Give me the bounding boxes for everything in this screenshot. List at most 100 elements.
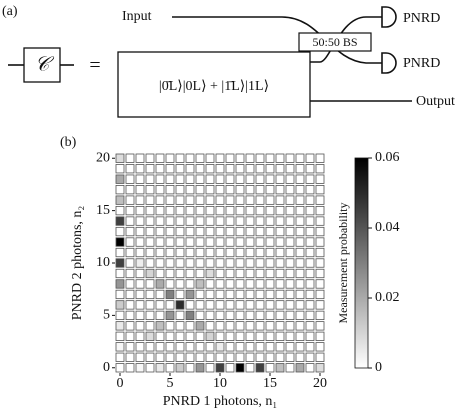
heatmap-cell — [315, 268, 325, 279]
heatmap-cell — [205, 153, 215, 163]
heatmap-cell — [225, 153, 235, 163]
heatmap-cell — [265, 289, 275, 300]
heatmap-cell — [125, 310, 135, 321]
heatmap-cell — [305, 174, 315, 184]
heatmap-cell — [235, 153, 245, 163]
state-box — [117, 51, 311, 118]
equals-sign: = — [89, 55, 100, 77]
heatmap-cell — [155, 331, 165, 341]
heatmap-cell — [285, 321, 295, 331]
heatmap-cell — [165, 258, 175, 268]
heatmap-cell — [205, 237, 215, 247]
heatmap-cell — [125, 185, 135, 195]
heatmap-cell — [265, 363, 275, 373]
heatmap-cell — [215, 226, 225, 237]
heatmap-cell — [235, 289, 245, 300]
heatmap-cell — [275, 268, 285, 279]
heatmap-cell — [175, 247, 185, 258]
heatmap-cell — [215, 300, 225, 310]
heatmap-cell — [215, 258, 225, 268]
heatmap-cell — [285, 216, 295, 226]
heatmap-cell — [265, 258, 275, 268]
heatmap-cell — [245, 247, 255, 258]
x-tick-label: 0 — [117, 376, 124, 391]
heatmap-cell — [155, 153, 165, 163]
heatmap-cell — [145, 247, 155, 258]
detector-label: PNRD — [403, 11, 440, 26]
heatmap-cell — [305, 237, 315, 247]
heatmap-cell — [145, 258, 155, 268]
heatmap-cell — [285, 195, 295, 205]
heatmap-cell — [275, 247, 285, 258]
heatmap-cell — [175, 226, 185, 237]
heatmap-cell — [135, 216, 145, 226]
heatmap-cell — [315, 363, 325, 373]
heatmap-cell — [305, 352, 315, 362]
heatmap-cell — [235, 300, 245, 310]
heatmap-cell — [195, 153, 205, 163]
heatmap-cell — [195, 258, 205, 268]
heatmap-cell — [295, 174, 305, 184]
heatmap-cell — [185, 310, 195, 321]
heatmap-cell — [255, 185, 265, 195]
heatmap-cell — [265, 205, 275, 216]
heatmap-cell — [145, 164, 155, 174]
heatmap-cell — [235, 268, 245, 279]
heatmap-cell — [155, 363, 165, 373]
bs-label: 50:50 BS — [312, 35, 357, 49]
heatmap-cell — [215, 289, 225, 300]
heatmap-cell — [195, 279, 205, 289]
heatmap-cell — [175, 342, 185, 352]
heatmap-cell — [255, 268, 265, 279]
heatmap-cell — [315, 247, 325, 258]
heatmap-cell — [125, 174, 135, 184]
heatmap-cell — [175, 164, 185, 174]
heatmap-cell — [295, 247, 305, 258]
heatmap-cell — [295, 331, 305, 341]
heatmap-cell — [215, 331, 225, 341]
heatmap-cell — [115, 310, 125, 321]
colorbar — [354, 157, 369, 369]
heatmap-cell — [175, 331, 185, 341]
heatmap-cell — [315, 342, 325, 352]
heatmap-cell — [275, 300, 285, 310]
heatmap-cell — [225, 195, 235, 205]
heatmap-cell — [295, 216, 305, 226]
heatmap-cell — [255, 331, 265, 341]
heatmap-cell — [245, 363, 255, 373]
heatmap-cell — [255, 363, 265, 373]
heatmap-cell — [225, 185, 235, 195]
heatmap-cell — [135, 289, 145, 300]
heatmap-cell — [255, 237, 265, 247]
heatmap-cell — [175, 300, 185, 310]
heatmap-cell — [255, 342, 265, 352]
heatmap-cell — [195, 321, 205, 331]
heatmap-cell — [125, 216, 135, 226]
heatmap-cell — [245, 164, 255, 174]
heatmap-cell — [185, 331, 195, 341]
heatmap-cell — [255, 205, 265, 216]
heatmap-cell — [245, 216, 255, 226]
heatmap-cell — [305, 331, 315, 341]
heatmap-cell — [205, 226, 215, 237]
heatmap-cell — [155, 321, 165, 331]
heatmap-cell — [135, 153, 145, 163]
heatmap-cell — [175, 237, 185, 247]
heatmap-cell — [305, 289, 315, 300]
heatmap-cell — [195, 226, 205, 237]
heatmap-cell — [205, 331, 215, 341]
heatmap-cell — [215, 237, 225, 247]
heatmap-cell — [315, 258, 325, 268]
heatmap-cell — [145, 216, 155, 226]
heatmap-cell — [235, 247, 245, 258]
heatmap-cell — [135, 247, 145, 258]
x-tick-label: 15 — [263, 376, 277, 391]
detector-label: PNRD — [403, 56, 440, 71]
heatmap-cell — [285, 164, 295, 174]
heatmap-cell — [245, 174, 255, 184]
heatmap-cell — [315, 164, 325, 174]
heatmap-cell — [245, 342, 255, 352]
heatmap-cell — [195, 185, 205, 195]
heatmap-cell — [245, 195, 255, 205]
y-tick-label: 0 — [103, 360, 110, 375]
